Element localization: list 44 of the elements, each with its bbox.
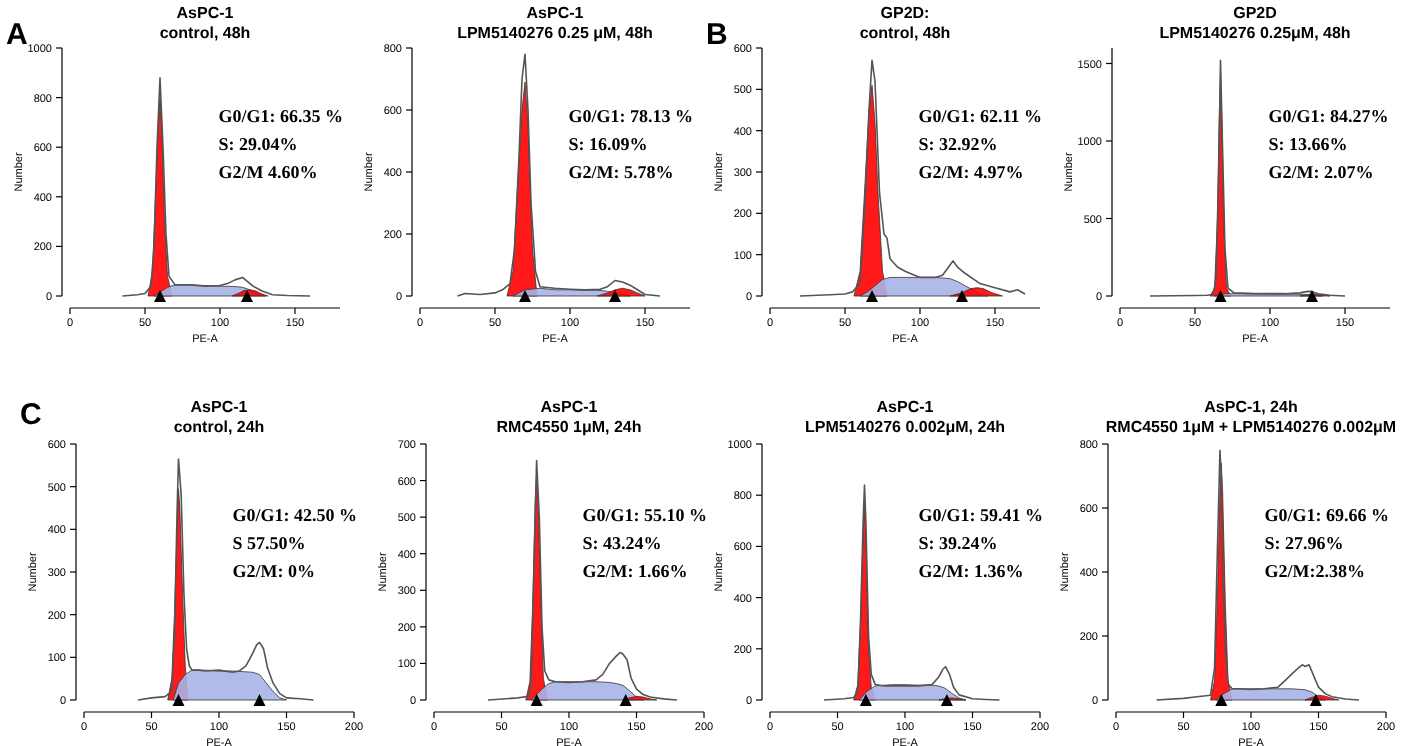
annotation: G2/M: 4.97% bbox=[918, 162, 1024, 183]
chart-subtitle: RMC4550 1μM, 24h bbox=[496, 418, 642, 436]
chart-title: AsPC-1, 24h bbox=[1204, 398, 1298, 416]
chart-subtitle: LPM5140276 0.25μM, 48h bbox=[1159, 24, 1351, 42]
annotation: G2/M: 1.36% bbox=[918, 560, 1024, 581]
chart-title: AsPC-1 bbox=[526, 4, 585, 22]
annotation: G2/M: 0% bbox=[232, 560, 315, 581]
annotation: G0/G1: 69.66 % bbox=[1264, 504, 1389, 525]
chart-title: AsPC-1 bbox=[876, 398, 935, 416]
annotation: G2/M: 1.66% bbox=[582, 560, 688, 581]
chart-title: GP2D: bbox=[880, 4, 930, 22]
chart-subtitle: LPM5140276 0.25 μM, 48h bbox=[457, 24, 654, 42]
annotation: G0/G1: 66.35 % bbox=[218, 106, 343, 127]
text: B bbox=[706, 18, 728, 52]
annotation: S: 39.24% bbox=[918, 532, 998, 553]
chart-subtitle: control, 48h bbox=[159, 24, 251, 42]
annotation: S: 32.92% bbox=[918, 134, 998, 155]
annotation: G0/G1: 62.11 % bbox=[918, 106, 1043, 127]
annotation: G0/G1: 59.41 % bbox=[918, 504, 1043, 525]
annotation: S: 43.24% bbox=[582, 532, 662, 553]
chart-title: AsPC-1 bbox=[540, 398, 599, 416]
annotation: S: 16.09% bbox=[568, 134, 648, 155]
annotation: G2/M: 5.78% bbox=[568, 162, 674, 183]
annotation: S: 27.96% bbox=[1264, 532, 1344, 553]
annotation: G0/G1: 84.27% bbox=[1268, 106, 1389, 127]
text: A bbox=[6, 18, 28, 52]
chart-subtitle: LPM5140276 0.002μM, 24h bbox=[804, 418, 1006, 436]
annotation: G2/M:2.38% bbox=[1264, 560, 1365, 581]
annotation: G2/M 4.60% bbox=[218, 162, 318, 183]
line-series bbox=[799, 59, 1026, 297]
annotation: S 57.50% bbox=[232, 532, 306, 553]
annotation: G0/G1: 78.13 % bbox=[568, 106, 693, 127]
chart-title: GP2D bbox=[1233, 4, 1278, 22]
annotation: G2/M: 2.07% bbox=[1268, 162, 1374, 183]
annotation: S: 29.04% bbox=[218, 134, 298, 155]
chart-subtitle: control, 48h bbox=[859, 24, 951, 42]
chart-title: AsPC-1 bbox=[190, 398, 249, 416]
annotation: S: 13.66% bbox=[1268, 134, 1348, 155]
annotation: G0/G1: 55.10 % bbox=[582, 504, 707, 525]
annotation: G0/G1: 42.50 % bbox=[232, 504, 357, 525]
chart-title: AsPC-1 bbox=[176, 4, 235, 22]
chart-subtitle: RMC4550 1μM + LPM5140276 0.002μM bbox=[1105, 418, 1397, 436]
text: C bbox=[20, 398, 42, 432]
chart-subtitle: control, 24h bbox=[173, 418, 265, 436]
